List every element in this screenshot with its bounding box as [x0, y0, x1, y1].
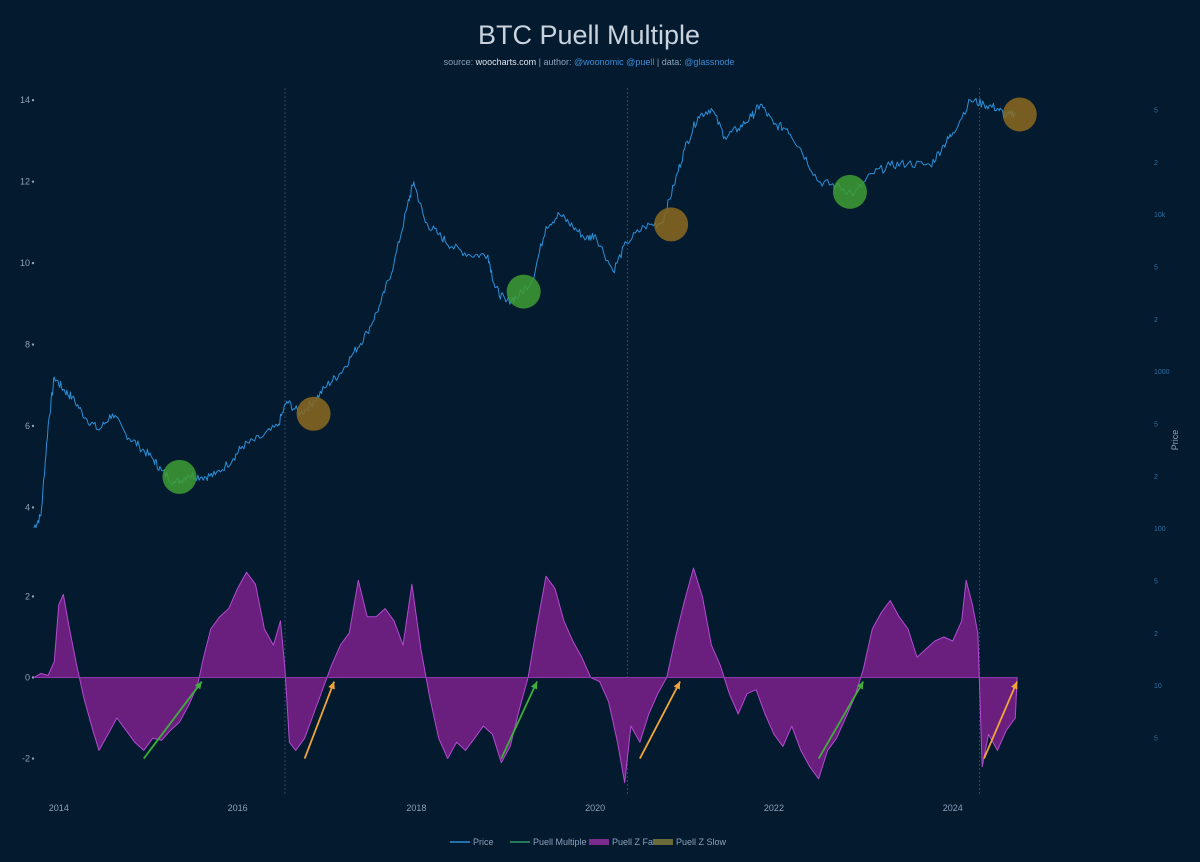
signal-arrows — [143, 681, 1018, 760]
legend-swatch — [653, 839, 673, 845]
y-tick-right-1: 2 — [1154, 160, 1158, 167]
x-tick-2: 2018 — [406, 803, 426, 813]
y-tick-upper-4: 6 — [25, 421, 30, 431]
y-axis-right-label: Price — [1170, 430, 1180, 451]
y-tick-upper-2: 10 — [20, 258, 30, 268]
arrow-shaft — [500, 681, 538, 759]
marker-top-3 — [654, 207, 689, 242]
legend-item-price[interactable]: Price — [450, 837, 494, 847]
marker-top-5 — [1002, 97, 1037, 132]
cycle-markers — [162, 97, 1037, 494]
y-tick-upper-1: 12 — [20, 177, 30, 187]
subtitle-data: @glassnode — [684, 57, 734, 67]
x-tick-0: 2014 — [49, 803, 69, 813]
legend-swatch — [589, 839, 609, 845]
marker-bottom-2 — [506, 274, 541, 309]
legend-label: Price — [473, 837, 494, 847]
y-tick-right-5: 1000 — [1154, 369, 1170, 376]
subtitle-author: @woonomic @puell — [574, 57, 654, 67]
marker-bottom-0 — [162, 459, 197, 494]
marker-bottom-4 — [832, 174, 867, 209]
subtitle-data-sep: | data: — [657, 57, 684, 67]
y-tick-right-10: 2 — [1154, 631, 1158, 638]
y-tick-lower-1: 0 — [25, 673, 30, 683]
subtitle-author-sep: | author: — [539, 57, 574, 67]
y-tick-right-4: 2 — [1154, 317, 1158, 324]
y-tick-lower-2: -2 — [22, 754, 30, 764]
y-tick-right-0: 5 — [1154, 108, 1158, 115]
y-tick-right-9: 5 — [1154, 579, 1158, 586]
arrow-shaft — [639, 681, 681, 759]
marker-top-1 — [296, 396, 331, 431]
x-tick-4: 2022 — [764, 803, 784, 813]
arrow-head — [856, 681, 864, 690]
legend-label: Puell Z Slow — [676, 837, 727, 847]
legend[interactable]: Price Puell Multiple Puell Z Fast Puell Z S… — [450, 837, 727, 847]
legend-item-puell-multiple[interactable]: Puell Multiple — [510, 837, 587, 847]
x-tick-3: 2020 — [585, 803, 605, 813]
y-tick-upper-3: 8 — [25, 340, 30, 350]
series-puell-z-fast — [33, 567, 1018, 784]
axes: 14 12 10 8 6 4 2 0 -2 2014 2016 2018 2020 2022 2024 5 2 1… — [20, 95, 1170, 813]
y-tick-right-8: 100 — [1154, 526, 1166, 533]
y-tick-mark-upper-5 — [31, 506, 35, 509]
arrow-3 — [639, 681, 681, 759]
y-tick-mark-lower-0 — [31, 595, 35, 598]
y-tick-mark-lower-1 — [31, 676, 35, 679]
arrow-shaft — [817, 681, 865, 759]
arrow-1 — [303, 681, 335, 759]
legend-label: Puell Z Fast — [612, 837, 661, 847]
arrow-4 — [817, 681, 865, 759]
y-tick-upper-0: 14 — [20, 95, 30, 105]
lower-panel — [32, 567, 1018, 784]
y-tick-mark-lower-2 — [31, 757, 35, 760]
subtitle-source: woocharts.com — [475, 57, 537, 67]
chart-title: BTC Puell Multiple — [478, 20, 700, 50]
y-tick-right-2: 10k — [1154, 212, 1166, 219]
y-tick-mark-upper-3 — [31, 343, 35, 346]
arrow-5 — [983, 681, 1018, 759]
arrow-head — [328, 681, 335, 690]
arrow-head — [1011, 681, 1018, 690]
arrow-head — [530, 681, 538, 690]
y-tick-right-11: 10 — [1154, 683, 1162, 690]
y-tick-mark-upper-4 — [31, 424, 35, 428]
y-tick-upper-5: 4 — [25, 502, 30, 512]
y-tick-lower-0: 2 — [25, 591, 30, 601]
x-tick-1: 2016 — [228, 803, 248, 813]
y-tick-mark-upper-0 — [31, 99, 35, 102]
arrow-0 — [143, 681, 203, 760]
legend-label: Puell Multiple — [533, 837, 587, 847]
arrow-shaft — [303, 681, 335, 759]
arrow-shaft — [143, 681, 203, 760]
y-tick-mark-upper-2 — [31, 261, 35, 265]
chart-subtitle: source: woocharts.com | author: @woonomi… — [444, 57, 735, 67]
legend-item-puell-z-slow[interactable]: Puell Z Slow — [653, 837, 727, 847]
y-tick-right-12: 5 — [1154, 736, 1158, 743]
y-tick-right-3: 5 — [1154, 265, 1158, 272]
arrow-head — [194, 681, 202, 690]
arrow-shaft — [983, 681, 1018, 759]
x-tick-5: 2024 — [943, 803, 963, 813]
arrow-2 — [500, 681, 538, 759]
y-tick-right-7: 2 — [1154, 474, 1158, 481]
arrow-head — [673, 681, 681, 690]
y-tick-right-6: 5 — [1154, 422, 1158, 429]
legend-item-puell-z-fast[interactable]: Puell Z Fast — [589, 837, 661, 847]
subtitle-prefix: source: — [444, 57, 476, 67]
y-tick-mark-upper-1 — [31, 180, 35, 183]
